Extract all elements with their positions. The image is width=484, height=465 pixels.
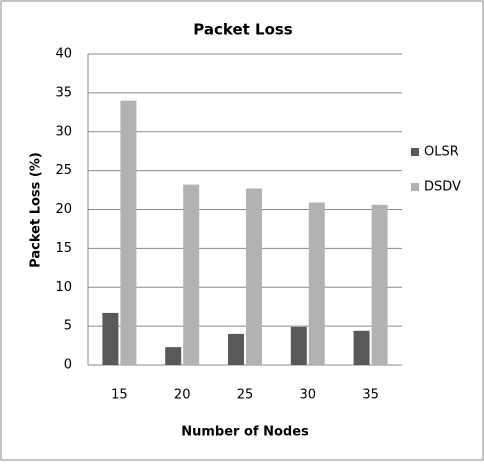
y-tick-label: 15 [55, 241, 72, 256]
y-tick-label: 0 [64, 358, 72, 373]
legend-swatch [411, 148, 419, 156]
bar [371, 204, 388, 365]
y-tick-label: 40 [55, 47, 72, 62]
bar [165, 347, 182, 365]
y-tick-label: 30 [55, 124, 72, 139]
bar [102, 312, 119, 365]
legend-label: DSDV [424, 180, 461, 195]
bar [120, 100, 137, 366]
x-tick-label: 30 [300, 388, 317, 403]
x-tick-label: 25 [237, 388, 254, 403]
x-tick-label: 35 [362, 388, 379, 403]
y-axis-title: Packet Loss (%) [29, 152, 44, 268]
y-tick-label: 5 [64, 319, 72, 334]
bar [308, 202, 325, 365]
x-axis-title: Number of Nodes [181, 425, 309, 440]
y-tick-label: 35 [55, 85, 72, 100]
y-tick-label: 10 [55, 280, 72, 295]
bar [183, 184, 200, 365]
legend-label: OLSR [424, 145, 459, 160]
bar [290, 326, 307, 365]
x-tick-label: 20 [174, 388, 191, 403]
bar [228, 333, 244, 365]
x-tick-label: 15 [111, 388, 128, 403]
legend-swatch [411, 183, 419, 191]
bar [246, 188, 262, 365]
bar [353, 330, 370, 365]
y-tick-label: 25 [55, 163, 72, 178]
chart-title: Packet Loss [193, 21, 293, 39]
y-tick-label: 20 [55, 202, 72, 217]
